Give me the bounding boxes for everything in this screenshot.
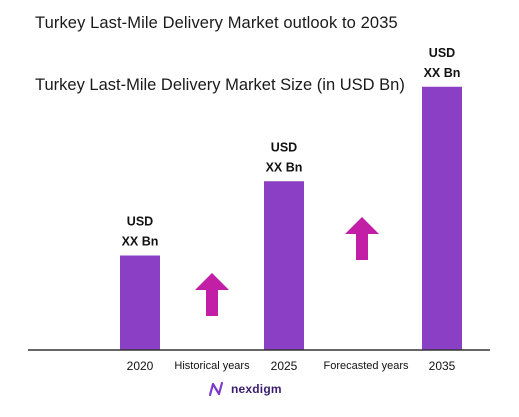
bar-label-2035-1: XX Bn	[424, 66, 461, 80]
brand-name: nexdigm	[231, 382, 282, 396]
tick-label-2035: 2035	[429, 359, 456, 373]
chart-title: Turkey Last-Mile Delivery Market Size (i…	[35, 76, 405, 94]
up-arrow-icon	[345, 217, 379, 260]
brand-footer: nexdigm	[208, 381, 282, 397]
bar-label-2020-0: USD	[127, 215, 153, 229]
bar-label-2020-1: XX Bn	[122, 235, 159, 249]
tick-label-2020: 2020	[127, 359, 154, 373]
bar-2020	[120, 255, 160, 350]
nexdigm-logo-icon	[208, 381, 224, 397]
bar-2035	[422, 86, 462, 350]
bar-label-2025-0: USD	[271, 140, 297, 154]
bar-label-2025-1: XX Bn	[266, 160, 303, 174]
up-arrow-icon	[195, 273, 229, 316]
tick-label-2025: 2025	[271, 359, 298, 373]
period-label-0: Historical years	[174, 360, 250, 372]
bar-2025	[264, 181, 304, 350]
page-title: Turkey Last-Mile Delivery Market outlook…	[35, 14, 398, 32]
period-label-1: Forecasted years	[324, 360, 409, 372]
bar-label-2035-0: USD	[429, 46, 455, 60]
